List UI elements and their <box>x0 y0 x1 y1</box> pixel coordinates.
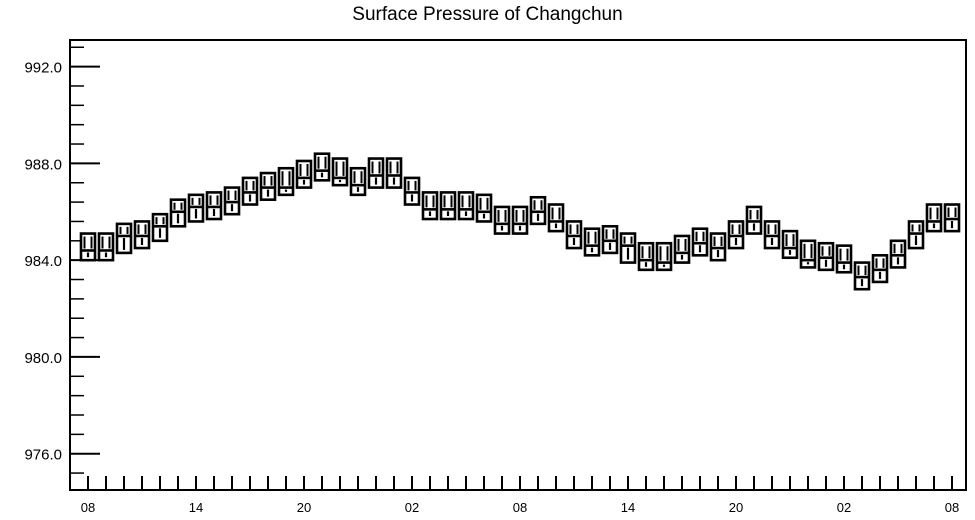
box-mark <box>133 220 151 250</box>
x-tick-label: 14 <box>189 500 203 515</box>
box-mark <box>799 239 817 269</box>
y-tick-label: 976.0 <box>24 447 62 464</box>
box-mark <box>205 191 223 221</box>
box-mark <box>601 224 619 255</box>
box-mark <box>529 195 547 226</box>
box-mark <box>187 193 205 223</box>
x-tick-label: 08 <box>81 500 95 515</box>
box-mark <box>115 222 133 255</box>
box-mark <box>853 261 871 291</box>
y-tick-label: 984.0 <box>24 253 62 270</box>
box-mark <box>691 227 709 257</box>
x-tick-label: 02 <box>837 500 851 515</box>
box-mark <box>295 159 313 189</box>
box-mark <box>565 220 583 250</box>
box-mark <box>241 176 259 206</box>
box-mark <box>727 220 745 250</box>
box-mark <box>439 191 457 221</box>
box-mark <box>925 203 943 233</box>
x-tick-label: 14 <box>621 500 635 515</box>
box-mark <box>97 232 115 262</box>
x-tick-label: 02 <box>405 500 419 515</box>
box-mark <box>637 241 655 272</box>
box-mark <box>673 234 691 264</box>
chart-title: Surface Pressure of Changchun <box>352 4 623 25</box>
box-mark <box>277 166 295 197</box>
box-mark <box>349 166 367 197</box>
box-mark <box>511 205 529 235</box>
box-mark <box>583 227 601 257</box>
box-mark <box>223 186 241 216</box>
box-mark <box>835 244 853 274</box>
box-mark <box>907 220 925 250</box>
x-tick-label: 08 <box>513 500 527 515</box>
box-mark <box>385 157 403 189</box>
box-mark <box>421 191 439 221</box>
box-mark <box>943 203 961 233</box>
box-mark <box>367 157 385 189</box>
box-mark <box>709 232 727 262</box>
box-mark <box>475 193 493 223</box>
box-mark <box>619 232 637 264</box>
box-mark <box>313 152 331 182</box>
y-tick-label: 992.0 <box>24 60 62 77</box>
box-mark <box>763 220 781 250</box>
box-mark <box>781 229 799 260</box>
x-tick-label: 20 <box>729 500 743 515</box>
box-mark <box>79 232 97 262</box>
box-mark <box>403 176 421 206</box>
box-mark <box>493 205 511 235</box>
box-mark <box>457 191 475 221</box>
box-mark <box>259 171 277 201</box>
x-tick-label: 20 <box>297 500 311 515</box>
box-mark <box>151 212 169 243</box>
x-tick-label: 08 <box>945 500 959 515</box>
box-mark <box>871 254 889 284</box>
box-mark <box>655 241 673 272</box>
y-tick-label: 988.0 <box>24 156 62 173</box>
box-mark <box>547 203 565 233</box>
plot-frame <box>69 39 967 491</box>
box-mark <box>331 157 349 187</box>
y-tick-label: 980.0 <box>24 350 62 367</box>
box-mark <box>169 198 187 228</box>
box-mark <box>817 241 835 272</box>
box-mark <box>889 239 907 269</box>
box-mark <box>745 205 763 235</box>
